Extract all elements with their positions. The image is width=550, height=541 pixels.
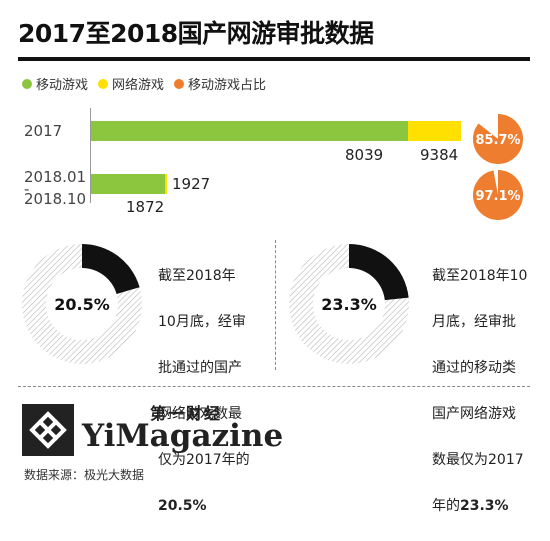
- desc-mobile-line-2: 月底，经审批: [432, 314, 516, 330]
- desc-mobile-line-4: 国产网络游戏: [432, 406, 516, 422]
- donut-segment-mobile: [349, 244, 409, 301]
- legend-swatch-mobile: [22, 78, 32, 89]
- legend-item-mobile: 移动游戏: [22, 74, 88, 93]
- value-label-mobile-2017: 8039: [345, 146, 384, 164]
- donut-label-mobile: 23.3%: [321, 295, 377, 314]
- brand-english-name: YiMagazine: [82, 418, 284, 454]
- donut-mobile-ratio: 23.3%: [289, 244, 409, 364]
- value-label-online-2017: 9384: [420, 146, 459, 164]
- row-label-2018-start: 2018.01: [24, 168, 87, 186]
- brand-chinese-name: 第一财经: [150, 404, 223, 423]
- yimagazine-logo-icon: [22, 404, 74, 456]
- desc-mobile-line-5: 数最仅为2017: [432, 452, 524, 468]
- title-rule: [18, 57, 530, 61]
- row-label-2017: 2017: [24, 122, 63, 140]
- donut-label-online: 20.5%: [54, 295, 110, 314]
- share-pie-2018: 97.1%: [473, 169, 523, 220]
- desc-mobile-bold: 23.3%: [460, 498, 509, 514]
- description-online: 截至2018年 10月底，经审 批通过的国产 网络游戏数最 仅为2017年的 2…: [158, 242, 250, 541]
- legend-item-share: 移动游戏占比: [174, 74, 266, 93]
- value-label-online-2018: 1927: [172, 175, 211, 193]
- data-source: 数据来源：极光大数据: [24, 468, 145, 482]
- section-divider: [275, 240, 276, 370]
- legend-label-mobile: 移动游戏: [36, 78, 89, 93]
- bar-mobile-2018: [91, 174, 165, 194]
- value-label-mobile-2018: 1872: [126, 198, 165, 216]
- desc-mobile-line-6-text: 年的: [432, 498, 460, 514]
- desc-online-line-4: 网络游戏数最: [158, 406, 242, 422]
- legend-item-online: 网络游戏: [98, 74, 164, 93]
- desc-online-bold: 20.5%: [158, 498, 207, 514]
- legend-swatch-share: [174, 78, 185, 89]
- chart-title: 2017至2018国产网游审批数据: [18, 19, 374, 48]
- pie-remainder-2018: [493, 169, 498, 195]
- row-label-dash: -: [24, 180, 30, 198]
- share-pie-2017: 85.7%: [473, 113, 523, 164]
- description-mobile: 截至2018年10 月底，经审批 通过的移动类 国产网络游戏 数最仅为2017 …: [432, 242, 527, 541]
- pie-remainder-2017: [478, 113, 498, 139]
- donut-online-ratio: 20.5%: [22, 244, 142, 364]
- desc-online-line-3: 批通过的国产: [158, 360, 242, 376]
- desc-online-line-5: 仅为2017年的: [158, 452, 250, 468]
- legend-label-online: 网络游戏: [112, 78, 165, 93]
- pie-label-2017: 85.7%: [475, 133, 520, 148]
- y-axis-line: [90, 108, 91, 203]
- donut-segment-online: [82, 244, 140, 294]
- desc-online-line-1: 截至2018年: [158, 268, 236, 284]
- legend-swatch-online: [98, 78, 109, 89]
- row-label-2018-end: 2018.10: [24, 190, 87, 208]
- desc-online-line-2: 10月底，经审: [158, 314, 246, 330]
- legend-label-share: 移动游戏占比: [188, 78, 267, 93]
- desc-mobile-line-6: 年的23.3%: [432, 495, 527, 518]
- legend: 移动游戏 网络游戏 移动游戏占比: [22, 74, 266, 93]
- desc-mobile-line-1: 截至2018年10: [432, 268, 528, 284]
- footer-rule: [18, 386, 530, 387]
- pie-label-2018: 97.1%: [475, 189, 520, 204]
- bar-mobile-2017: [91, 121, 408, 141]
- desc-mobile-line-3: 通过的移动类: [432, 360, 516, 376]
